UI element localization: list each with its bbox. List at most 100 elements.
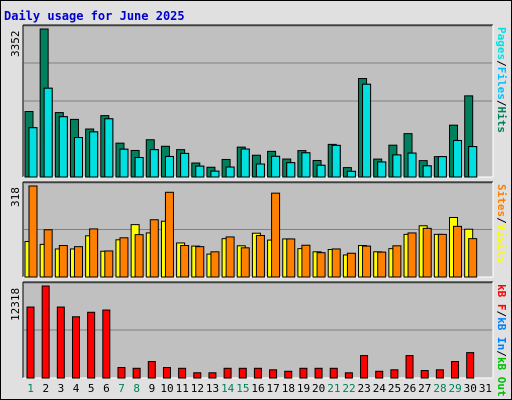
legend-hits-files-pages: Pages/Files/Hits xyxy=(495,27,508,133)
bar-kb-f-day-20 xyxy=(314,367,323,379)
bar-pages-day-10 xyxy=(164,155,174,178)
bar-pages-day-5 xyxy=(89,131,99,178)
x-tick-day-24: 24 xyxy=(372,382,386,395)
bar-sites-day-4 xyxy=(73,246,83,278)
bar-kb-f-day-13 xyxy=(208,372,217,379)
bar-pages-day-23 xyxy=(362,83,372,178)
bar-kb-f-day-27 xyxy=(420,370,429,379)
bar-pages-day-8 xyxy=(134,157,144,178)
x-tick-day-7: 7 xyxy=(118,382,125,395)
bar-sites-day-14 xyxy=(225,236,235,278)
bar-kb-f-day-16 xyxy=(253,367,262,379)
x-tick-day-28: 28 xyxy=(433,382,447,395)
bar-sites-day-26 xyxy=(407,232,417,278)
bar-kb-f-day-9 xyxy=(147,361,156,379)
bar-kb-f-day-21 xyxy=(329,367,338,379)
bar-kb-f-day-10 xyxy=(162,367,171,379)
bar-sites-day-28 xyxy=(437,233,447,278)
x-tick-day-22: 22 xyxy=(342,382,356,395)
legend-item-visits: Visits xyxy=(495,223,508,264)
bar-kb-f-day-3 xyxy=(56,306,65,379)
bar-pages-day-6 xyxy=(104,118,114,178)
bar-kb-f-day-22 xyxy=(344,372,353,379)
bar-sites-day-23 xyxy=(362,245,372,278)
bar-sites-day-6 xyxy=(104,250,114,278)
x-tick-day-6: 6 xyxy=(103,382,110,395)
ymax-label-visits-sites: 318 xyxy=(9,187,22,207)
bar-kb-f-day-26 xyxy=(405,355,414,379)
bar-pages-day-12 xyxy=(195,165,205,178)
bar-sites-day-18 xyxy=(286,238,296,278)
legend-item-: / xyxy=(495,99,508,107)
bar-sites-day-13 xyxy=(210,251,220,278)
x-tick-day-2: 2 xyxy=(42,382,50,395)
bar-pages-day-13 xyxy=(210,170,220,178)
bar-kb-f-day-4 xyxy=(71,316,80,379)
x-tick-day-11: 11 xyxy=(175,382,189,395)
chart-title: Daily usage for June 2025 xyxy=(4,9,185,23)
bar-sites-day-20 xyxy=(316,252,326,278)
bar-pages-day-22 xyxy=(346,170,356,178)
x-tick-day-30: 30 xyxy=(463,382,477,395)
bar-kb-f-day-12 xyxy=(193,372,202,379)
bar-sites-day-2 xyxy=(43,229,53,278)
bar-pages-day-11 xyxy=(180,152,190,178)
bar-kb-f-day-25 xyxy=(390,369,399,379)
bar-sites-day-16 xyxy=(255,235,265,278)
bar-kb-f-day-30 xyxy=(466,352,475,379)
x-tick-day-17: 17 xyxy=(266,382,280,395)
legend-item-hits: Hits xyxy=(495,106,508,134)
bar-kb-f-day-5 xyxy=(87,311,96,379)
bar-pages-day-19 xyxy=(301,152,311,178)
bar-sites-day-29 xyxy=(453,225,463,278)
bar-kb-f-day-15 xyxy=(238,367,247,379)
legend-item-kb-out: kB Out xyxy=(495,356,508,397)
legend-visits-sites: Sites/Visits xyxy=(495,184,508,264)
x-tick-day-15: 15 xyxy=(236,382,250,395)
bar-sites-day-8 xyxy=(134,234,144,278)
x-tick-day-21: 21 xyxy=(327,382,341,395)
bar-pages-day-18 xyxy=(286,162,296,178)
bar-kb-f-day-28 xyxy=(435,369,444,379)
legend-item-sites: Sites xyxy=(495,184,508,218)
x-tick-day-1: 1 xyxy=(27,382,34,395)
bar-pages-day-7 xyxy=(119,148,129,178)
bar-kb-f-day-6 xyxy=(102,309,111,379)
bar-pages-day-20 xyxy=(316,164,326,178)
x-tick-day-13: 13 xyxy=(205,382,220,395)
x-tick-day-9: 9 xyxy=(148,382,156,395)
bar-kb-f-day-19 xyxy=(299,367,308,379)
bar-pages-day-27 xyxy=(422,165,432,178)
bar-kb-f-day-14 xyxy=(223,367,232,379)
bar-sites-day-17 xyxy=(271,192,281,278)
x-tick-day-18: 18 xyxy=(281,382,295,395)
ymax-label-kbf-kbin-kbout: 12318 xyxy=(9,287,22,321)
x-tick-day-27: 27 xyxy=(418,382,432,395)
bar-sites-day-10 xyxy=(164,191,174,278)
x-tick-day-12: 12 xyxy=(190,382,204,395)
bar-pages-day-28 xyxy=(437,156,447,178)
x-tick-day-10: 10 xyxy=(160,382,174,395)
bar-kb-f-day-18 xyxy=(284,370,293,379)
bar-kb-f-day-24 xyxy=(375,370,384,379)
bar-sites-day-3 xyxy=(58,245,68,278)
bar-pages-day-2 xyxy=(43,87,53,178)
bar-pages-day-14 xyxy=(225,166,235,178)
bar-sites-day-1 xyxy=(28,185,38,278)
x-tick-day-23: 23 xyxy=(357,382,371,395)
bar-sites-day-19 xyxy=(301,244,311,278)
bar-sites-day-11 xyxy=(180,245,190,278)
bar-pages-day-17 xyxy=(271,155,281,178)
bar-sites-day-22 xyxy=(346,252,356,278)
bar-pages-day-15 xyxy=(240,148,250,178)
bar-sites-day-21 xyxy=(331,248,341,278)
bar-pages-day-24 xyxy=(377,161,387,178)
x-tick-day-19: 19 xyxy=(296,382,311,395)
x-tick-day-4: 4 xyxy=(72,382,80,395)
x-tick-day-14: 14 xyxy=(221,382,235,395)
bar-pages-day-3 xyxy=(58,116,68,178)
x-tick-day-3: 3 xyxy=(57,382,65,395)
x-tick-day-16: 16 xyxy=(251,382,265,395)
legend-item-: / xyxy=(495,217,508,224)
